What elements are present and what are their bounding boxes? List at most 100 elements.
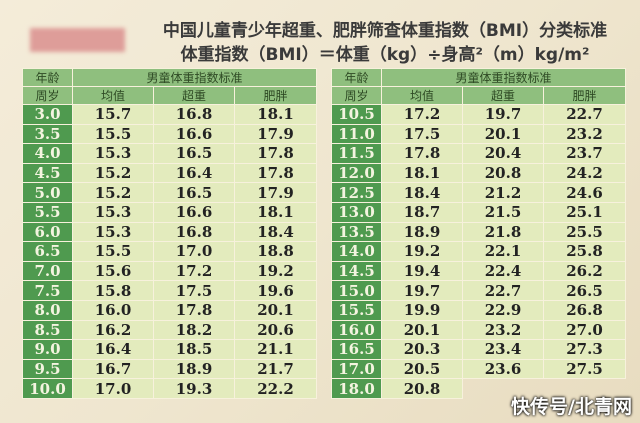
value-cell: 24.6 [542,182,627,203]
row: 16.5 20.3 23.4 27.3 [331,339,627,360]
value-cell: 17.8 [233,143,318,164]
value-cell: 26.8 [542,299,627,321]
value-cell: 19.3 [153,378,235,399]
row: 7.0 15.6 17.2 19.2 [22,260,318,282]
row: 8.0 16.0 17.8 20.1 [22,299,318,321]
age-cell: 12.5 [331,182,382,203]
age-cell: 4.5 [22,162,73,184]
row: 5.0 15.2 16.5 17.9 [22,182,318,203]
value-cell: 22.4 [462,260,544,282]
age-cell: 17.0 [331,358,382,380]
value-cell: 17.0 [153,241,235,262]
value-cell: 15.3 [72,143,154,164]
age-cell: 7.0 [22,260,73,282]
value-cell: 15.5 [72,241,154,262]
value-cell: 15.2 [72,182,154,203]
row: 13.0 18.7 21.5 25.1 [331,201,627,223]
value-cell: 17.9 [233,182,318,203]
value-cell: 20.1 [462,123,544,145]
value-cell: 24.2 [542,162,627,184]
header-row: 年龄 男童体重指数标准 [22,68,318,87]
row: 14.0 19.2 22.1 25.8 [331,241,627,262]
value-cell: 17.2 [153,260,235,282]
column-header: 超重 [153,86,235,105]
value-cell: 16.8 [153,104,235,125]
value-cell: 16.6 [153,201,235,223]
value-cell: 25.1 [542,201,627,223]
row: 12.0 18.1 20.8 24.2 [331,162,627,184]
age-cell: 7.5 [22,280,73,301]
title: 中国儿童青少年超重、肥胖筛查体重指数（BMI）分类标准 [162,21,608,41]
value-cell: 17.9 [233,123,318,145]
value-cell: 15.8 [72,280,154,301]
value-cell: 23.7 [542,143,627,164]
row: 16.0 20.1 23.2 27.0 [331,319,627,341]
formula: 体重指数（BMI）＝体重（kg）÷身高²（m）kg/m² [180,45,590,65]
row: 15.0 19.7 22.7 26.5 [331,280,627,301]
age-cell: 6.0 [22,221,73,243]
value-cell: 26.2 [542,260,627,282]
value-cell: 19.4 [381,260,463,282]
value-cell: 22.7 [462,280,544,301]
value-cell: 21.1 [233,339,318,360]
age-cell: 5.5 [22,201,73,223]
column-header: 肥胖 [233,86,318,105]
bmi-table: 年龄 男童体重指数标准 周岁 均值 超重 肥胖 3.0 15.7 16.8 18.1 3.5 15.5… [22,68,318,399]
value-cell: 23.2 [462,319,544,341]
row: 6.5 15.5 17.0 18.8 [22,241,318,262]
value-cell: 16.6 [153,123,235,145]
age-cell: 3.5 [22,123,73,145]
value-cell: 18.9 [153,358,235,380]
row: 15.5 19.9 22.9 26.8 [331,299,627,321]
value-cell: 15.3 [72,221,154,243]
column-header: 均值 [72,86,154,105]
age-cell: 14.5 [331,260,382,282]
value-cell: 18.9 [381,221,463,243]
value-cell: 18.8 [233,241,318,262]
row: 9.5 16.7 18.9 21.7 [22,358,318,380]
value-cell: 17.8 [153,299,235,321]
value-cell: 20.5 [381,358,463,380]
row: 12.5 18.4 21.2 24.6 [331,182,627,203]
value-cell: 27.0 [542,319,627,341]
age-cell: 5.0 [22,182,73,203]
value-cell: 22.7 [542,104,627,125]
row: 10.5 17.2 19.7 22.7 [331,104,627,125]
value-cell: 15.2 [72,162,154,184]
value-cell: 15.5 [72,123,154,145]
value-cell: 23.2 [542,123,627,145]
value-cell: 21.8 [462,221,544,243]
age-cell: 15.5 [331,299,382,321]
value-cell: 18.7 [381,201,463,223]
value-cell: 16.4 [72,339,154,360]
value-cell: 20.6 [233,319,318,341]
watermark: 快传号/北青网 [511,396,632,418]
header-row: 周岁 均值 超重 肥胖 [331,86,627,105]
value-cell: 23.6 [462,358,544,380]
value-cell: 17.5 [381,123,463,145]
value-cell: 22.1 [462,241,544,262]
row: 3.5 15.5 16.6 17.9 [22,123,318,145]
value-cell: 20.3 [381,339,463,360]
value-cell: 19.9 [381,299,463,321]
value-cell: 26.5 [542,280,627,301]
value-cell: 18.2 [153,319,235,341]
value-cell: 21.5 [462,201,544,223]
row: 14.5 19.4 22.4 26.2 [331,260,627,282]
age-cell: 16.0 [331,319,382,341]
value-cell: 18.1 [233,201,318,223]
value-cell: 23.4 [462,339,544,360]
age-cell: 18.0 [331,378,382,399]
column-header: 肥胖 [542,86,627,105]
value-cell: 19.6 [233,280,318,301]
age-cell: 11.5 [331,143,382,164]
value-cell: 18.4 [233,221,318,243]
value-cell: 18.1 [233,104,318,125]
row: 18.0 20.8 [331,378,626,399]
age-cell: 15.0 [331,280,382,301]
age-cell: 8.5 [22,319,73,341]
value-cell: 15.6 [72,260,154,282]
value-cell: 16.4 [153,162,235,184]
value-cell: 17.5 [153,280,235,301]
column-header: 周岁 [331,86,382,105]
